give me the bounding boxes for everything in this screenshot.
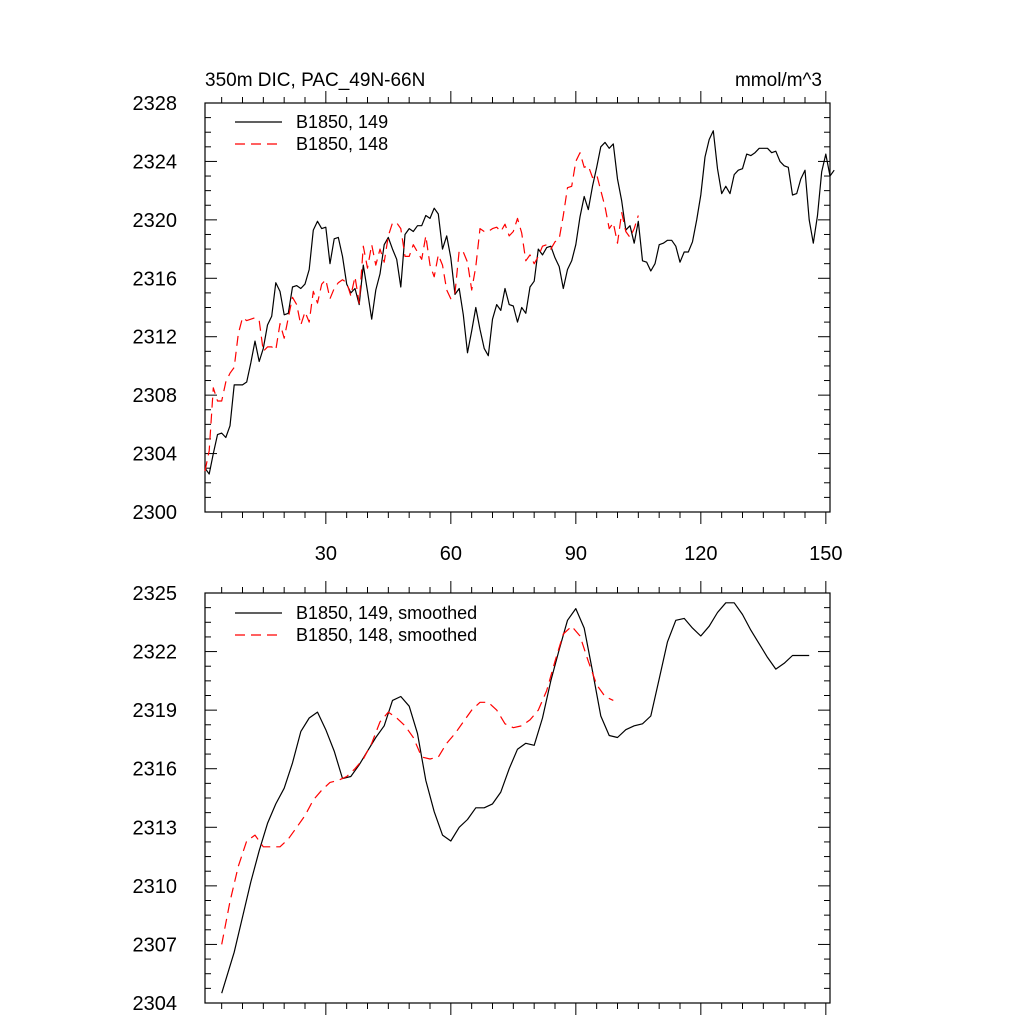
- legend-label-149: B1850, 149: [296, 112, 388, 132]
- y-tick-label: 2300: [133, 502, 178, 524]
- y-tick-label: 2307: [133, 934, 178, 956]
- y-tick-label: 2322: [133, 642, 178, 664]
- x-tick-label: 90: [565, 543, 587, 565]
- series-line-2-1: [221, 602, 810, 994]
- series-line-1-1: [204, 130, 835, 475]
- x-tick-label: 60: [440, 543, 462, 565]
- legend-label-148: B1850, 148: [296, 134, 388, 154]
- plot-frame-1: [204, 102, 831, 513]
- y-tick-label: 2316: [133, 759, 178, 781]
- y-tick-label: 2325: [133, 583, 178, 605]
- series-line-1-2: [204, 152, 639, 472]
- y-tick-label: 2320: [133, 210, 178, 232]
- y-tick-label: 2324: [133, 151, 178, 173]
- y-tick-label: 2304: [133, 444, 178, 466]
- y-tick-label: 2313: [133, 817, 178, 839]
- plot-frame-2: [204, 592, 831, 1004]
- y-tick-label: 2328: [133, 93, 178, 115]
- legend-bottom: B1850, 149, smoothed B1850, 148, smoothe…: [235, 603, 477, 645]
- x-tick-label: 120: [684, 543, 717, 565]
- y-tick-label: 2319: [133, 700, 178, 722]
- chart-title: 350m DIC, PAC_49N-66N: [205, 70, 425, 91]
- y-tick-label: 2312: [133, 327, 178, 349]
- x-tick-label: 30: [315, 543, 337, 565]
- x-tick-label: 150: [809, 543, 842, 565]
- units-label: mmol/m^3: [735, 70, 822, 91]
- y-tick-label: 2310: [133, 876, 178, 898]
- y-tick-label: 2316: [133, 268, 178, 290]
- legend-label-149-smoothed: B1850, 149, smoothed: [296, 603, 477, 623]
- series-line-2-2: [221, 625, 614, 945]
- y-tick-label: 2304: [133, 993, 178, 1015]
- legend-label-148-smoothed: B1850, 148, smoothed: [296, 625, 477, 645]
- y-tick-label: 2308: [133, 385, 178, 407]
- legend-top: B1850, 149 B1850, 148: [235, 112, 388, 154]
